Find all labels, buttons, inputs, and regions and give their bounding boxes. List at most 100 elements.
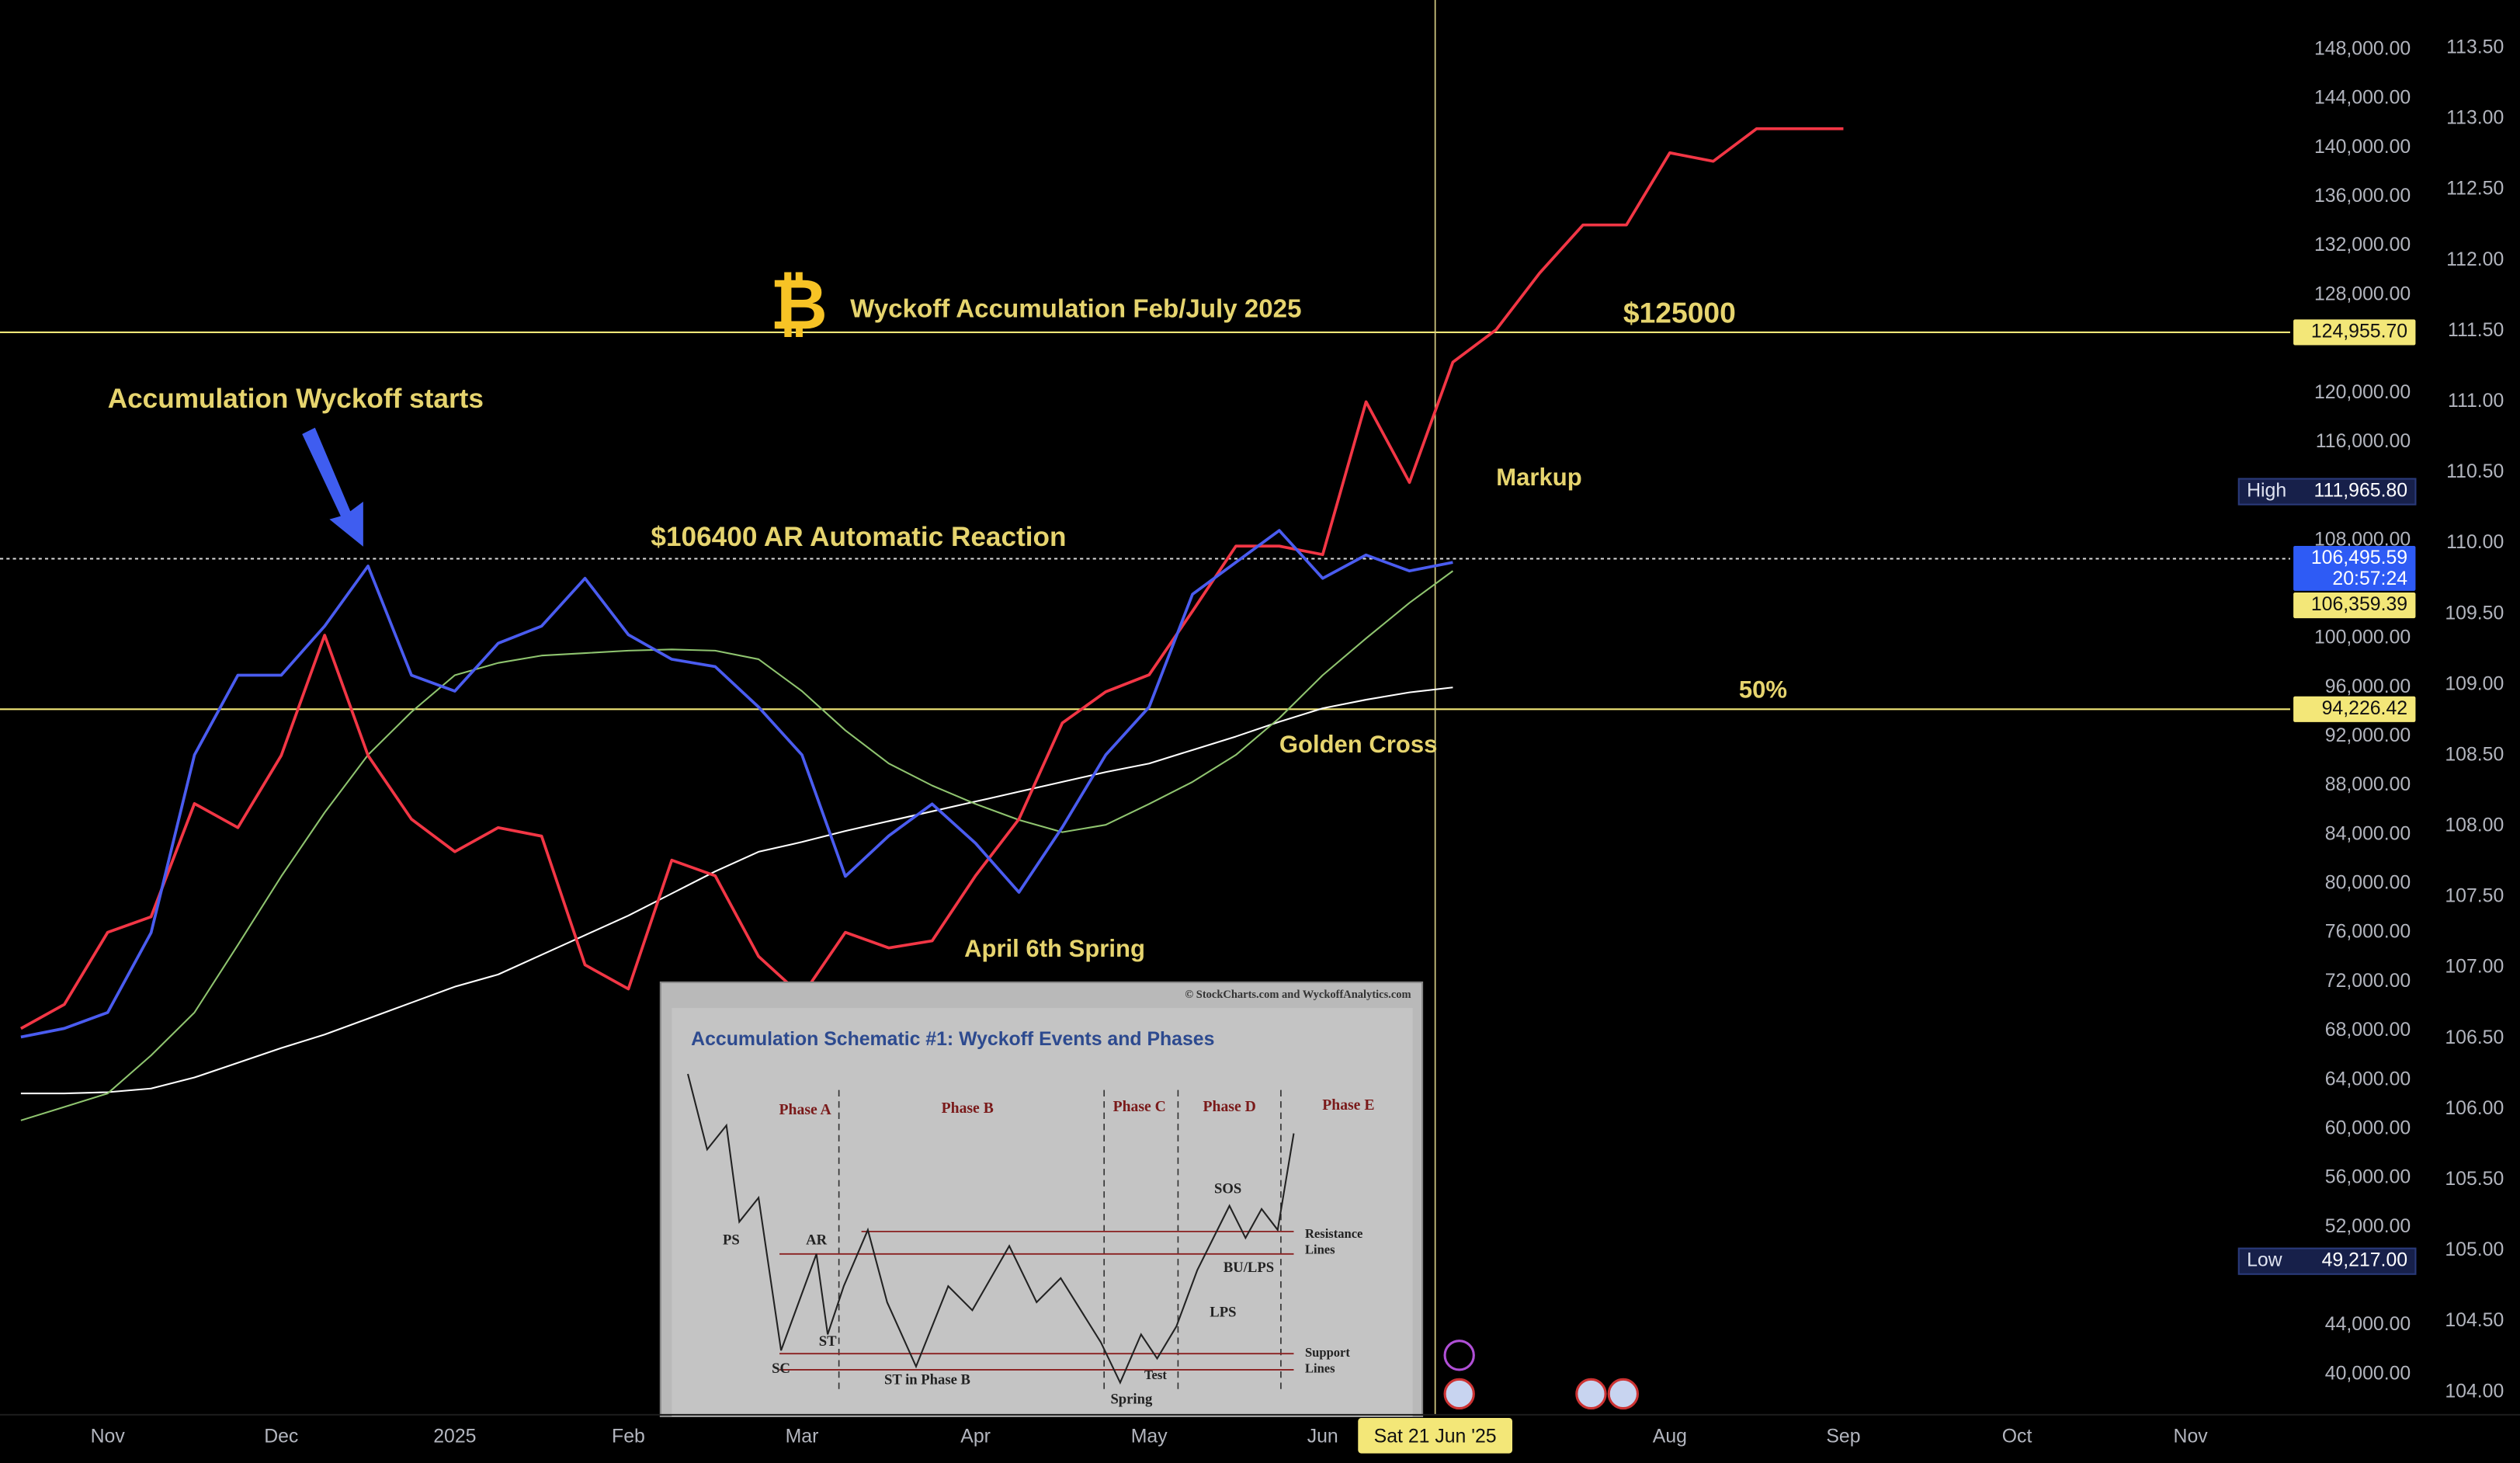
y2-tick-label: 106.00 — [2445, 1098, 2504, 1119]
annotation: Wyckoff Accumulation Feb/July 2025 — [850, 294, 1301, 323]
range-lines — [779, 1230, 1294, 1371]
x-tick-label: Sep — [1826, 1426, 1860, 1447]
y-tick-label: 72,000.00 — [2325, 971, 2411, 992]
y-tick-label: 68,000.00 — [2325, 1020, 2411, 1041]
extreme-box — [2237, 1247, 2417, 1275]
extreme-box — [2237, 478, 2417, 506]
extreme-label: 111,965.80 — [2314, 481, 2408, 502]
annotation: Golden Cross — [1279, 731, 1438, 758]
y-tick-label: 92,000.00 — [2325, 725, 2411, 746]
y2-tick-label: 106.50 — [2445, 1027, 2504, 1048]
phase-label: Phase E — [1322, 1096, 1374, 1114]
y2-tick-label: 112.50 — [2446, 179, 2504, 200]
x-tick-label: Nov — [2174, 1426, 2209, 1447]
y2-tick-label: 108.00 — [2445, 815, 2504, 836]
y-tick-label: 80,000.00 — [2325, 873, 2411, 894]
event-label: Test — [1144, 1367, 1167, 1382]
y-tick-label: 52,000.00 — [2325, 1216, 2411, 1237]
icon — [1443, 1340, 1475, 1371]
y-tick-label: 56,000.00 — [2325, 1167, 2411, 1188]
y2-tick-label: 112.00 — [2446, 249, 2504, 270]
event-label: SOS — [1214, 1180, 1241, 1197]
level-box — [2293, 592, 2416, 619]
y-tick-label: 88,000.00 — [2325, 774, 2411, 795]
annotation: 50% — [1739, 676, 1787, 703]
phase-label: Phase C — [1113, 1098, 1166, 1115]
level-label: 106,359.39 — [2311, 594, 2407, 615]
crosshair-box — [1358, 1418, 1513, 1454]
x-tick-label: Aug — [1653, 1426, 1687, 1447]
icon — [1575, 1378, 1607, 1410]
wyckoff-schematic: © StockCharts.com and WyckoffAnalytics.c… — [659, 981, 1424, 1417]
resistance-label: Resistance — [1305, 1226, 1362, 1241]
phase-label: Phase B — [942, 1100, 994, 1117]
y2-tick-label: 109.00 — [2445, 673, 2504, 694]
resistance-label: Lines — [1305, 1242, 1335, 1257]
y2-tick-label: 113.00 — [2446, 108, 2504, 129]
y-tick-label: 96,000.00 — [2325, 676, 2411, 697]
annotation: ₿ — [770, 266, 828, 345]
event-label: ST in Phase B — [884, 1372, 970, 1388]
series-line — [20, 686, 1453, 1095]
y-tick-label: 116,000.00 — [2316, 431, 2411, 452]
extreme-name: High — [2247, 481, 2286, 502]
annotation: Accumulation Wyckoff starts — [108, 384, 484, 414]
event-label: Spring — [1110, 1392, 1153, 1408]
x-tick-label: 2025 — [433, 1426, 476, 1447]
level-label: 124,955.70 — [2311, 321, 2407, 342]
extreme-label: 49,217.00 — [2322, 1250, 2407, 1271]
support-label: Support — [1305, 1345, 1350, 1360]
arrow — [302, 427, 363, 547]
y-tick-label: 40,000.00 — [2325, 1363, 2411, 1384]
level-box — [2293, 319, 2416, 346]
y2-tick-label: 104.00 — [2445, 1381, 2504, 1402]
support-label: Lines — [1305, 1361, 1335, 1376]
level-countdown: 20:57:24 — [2332, 568, 2407, 589]
x-tick-label: May — [1131, 1426, 1168, 1447]
series-line — [20, 127, 1844, 1030]
y2-tick-label: 110.00 — [2446, 532, 2504, 553]
annotation: Markup — [1496, 464, 1581, 491]
y2-tick-label: 110.50 — [2446, 461, 2504, 482]
event-label: PS — [723, 1232, 740, 1249]
y-tick-label: 132,000.00 — [2314, 235, 2411, 255]
event-label: SC — [772, 1360, 790, 1377]
event-label: LPS — [1210, 1305, 1236, 1321]
extreme-name: Low — [2247, 1250, 2282, 1271]
y-tick-label: 60,000.00 — [2325, 1117, 2411, 1138]
phase-label: Phase D — [1203, 1098, 1256, 1115]
schematic-path — [687, 1073, 1295, 1385]
y2-tick-label: 108.50 — [2445, 744, 2504, 765]
x-tick-label: Nov — [91, 1426, 126, 1447]
y2-tick-label: 113.50 — [2446, 37, 2504, 58]
annotation: $125000 — [1623, 297, 1736, 329]
level-label: 94,226.42 — [2322, 698, 2407, 719]
y-tick-label: 100,000.00 — [2314, 627, 2411, 648]
x-tick-label: Feb — [612, 1426, 645, 1447]
event-label: AR — [806, 1232, 827, 1249]
y-tick-label: 44,000.00 — [2325, 1314, 2411, 1335]
icon — [1607, 1378, 1640, 1410]
x-tick-label: Mar — [786, 1426, 819, 1447]
y2-tick-label: 109.50 — [2445, 603, 2504, 624]
y-tick-label: 148,000.00 — [2314, 39, 2411, 60]
annotation: April 6th Spring — [964, 935, 1145, 962]
phase-dividers — [838, 1089, 1282, 1392]
y2-tick-label: 107.00 — [2445, 957, 2504, 978]
x-tick-label: Apr — [960, 1426, 991, 1447]
y2-tick-label: 105.00 — [2445, 1239, 2504, 1260]
series-line — [20, 529, 1453, 1039]
y-tick-label: 120,000.00 — [2314, 382, 2411, 403]
annotation: $106400 AR Automatic Reaction — [651, 522, 1066, 552]
y-tick-label: 144,000.00 — [2314, 88, 2411, 109]
y-tick-label: 140,000.00 — [2314, 137, 2411, 158]
y-tick-label: 136,000.00 — [2314, 186, 2411, 207]
x-tick-label: Oct — [2002, 1426, 2032, 1447]
x-tick-label: Jun — [1307, 1426, 1338, 1447]
level-box — [2293, 696, 2416, 722]
toolbar-icons — [1443, 1340, 1640, 1410]
level-box — [2293, 545, 2416, 591]
y-tick-label: 84,000.00 — [2325, 823, 2411, 844]
